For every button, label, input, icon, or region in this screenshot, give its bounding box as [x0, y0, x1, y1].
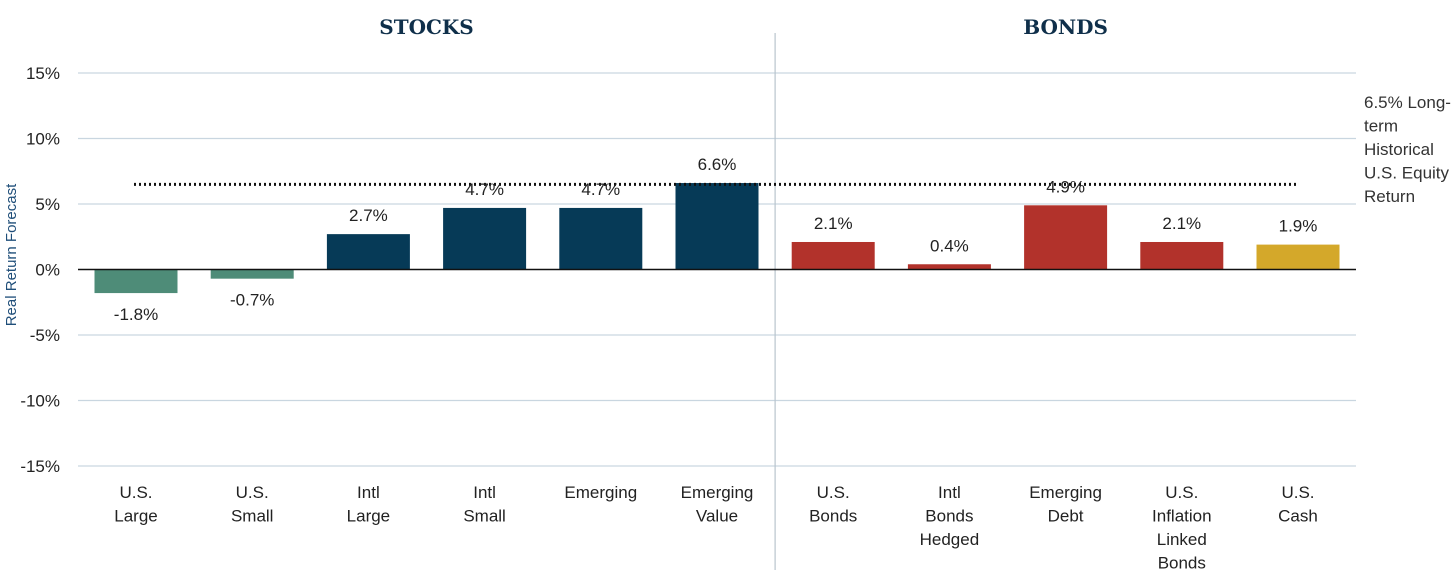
data-label: 0.4%: [930, 236, 969, 255]
category-label-line: Intl: [938, 483, 961, 502]
category-label-line: Bonds: [925, 507, 973, 526]
category-label: Intl Large: [347, 483, 390, 526]
data-label: 4.7%: [465, 180, 504, 199]
category-label-line: Debt: [1048, 507, 1084, 526]
reference-line-label: 6.5% Long-term Historical U.S. Equity Retur…: [1364, 93, 1451, 206]
bar: [1256, 244, 1340, 270]
bar: [559, 207, 643, 270]
bar: [94, 269, 178, 294]
category-label-line: U.S.: [236, 483, 269, 502]
category-label-line: Linked: [1157, 530, 1207, 549]
bar: [907, 264, 991, 270]
category-label: U.S. Inflation Linked Bonds: [1152, 483, 1212, 573]
category-label: Emerging Value: [681, 483, 754, 526]
category-label: Emerging Debt: [1029, 483, 1102, 526]
category-label-line: Large: [114, 507, 157, 526]
group-title: BONDS: [1023, 15, 1108, 39]
data-label: 4.7%: [581, 180, 620, 199]
reference-line-label-line: U.S. Equity: [1364, 164, 1450, 183]
category-label: Intl Bonds Hedged: [920, 483, 980, 549]
bar: [1140, 241, 1224, 270]
y-tick-label: 0%: [35, 261, 60, 280]
labels-layer: 15% 10% 5% 0% -5% -10% -15% STOCKS BONDS -1.8% U.S…: [20, 15, 1451, 573]
category-label-line: Intl: [473, 483, 496, 502]
data-label: 6.6%: [698, 155, 737, 174]
category-label-line: Inflation: [1152, 507, 1212, 526]
bars-layer: [94, 183, 1340, 294]
data-label: 2.1%: [814, 214, 853, 233]
category-label: U.S. Bonds: [809, 483, 857, 526]
category-label: U.S. Small: [231, 483, 274, 526]
category-label-line: Bonds: [809, 507, 857, 526]
reference-line-label-line: 6.5% Long-: [1364, 93, 1451, 112]
y-tick-label: 15%: [26, 64, 60, 83]
data-label: -1.8%: [114, 305, 158, 324]
category-label-line: U.S.: [1165, 483, 1198, 502]
bar: [675, 183, 759, 270]
y-tick-label: -15%: [20, 457, 60, 476]
reference-line-label-line: term: [1364, 117, 1398, 136]
reference-line-label-line: Return: [1364, 187, 1415, 206]
category-label: U.S. Large: [114, 483, 157, 526]
data-label: 1.9%: [1279, 217, 1318, 236]
category-label-line: Hedged: [920, 530, 980, 549]
category-label-line: Bonds: [1158, 554, 1206, 573]
category-label-line: U.S.: [817, 483, 850, 502]
bar: [791, 241, 875, 270]
category-label-line: Large: [347, 507, 390, 526]
bar: [210, 269, 294, 279]
bar: [1024, 205, 1108, 270]
category-label-line: Emerging: [564, 483, 637, 502]
y-tick-label: -10%: [20, 392, 60, 411]
data-label: -0.7%: [230, 291, 274, 310]
category-label-line: U.S.: [119, 483, 152, 502]
category-label-line: Cash: [1278, 507, 1318, 526]
category-label: Intl Small: [463, 483, 506, 526]
category-label-line: Small: [463, 507, 506, 526]
data-label: 2.1%: [1162, 214, 1201, 233]
y-tick-label: -5%: [30, 326, 60, 345]
bar: [326, 234, 410, 270]
category-label-line: Small: [231, 507, 274, 526]
category-label-line: Intl: [357, 483, 380, 502]
bar: [443, 207, 527, 270]
category-label-line: Value: [696, 507, 738, 526]
category-label: U.S. Cash: [1278, 483, 1318, 526]
y-axis-label: Real Return Forecast: [3, 183, 20, 326]
category-label-line: Emerging: [681, 483, 754, 502]
category-label-line: U.S.: [1281, 483, 1314, 502]
group-title: STOCKS: [379, 15, 474, 39]
reference-line-label-line: Historical: [1364, 140, 1434, 159]
data-label: 4.9%: [1046, 177, 1085, 196]
category-label: Emerging: [564, 483, 637, 502]
y-tick-label: 10%: [26, 130, 60, 149]
category-label-line: Emerging: [1029, 483, 1102, 502]
data-label: 2.7%: [349, 206, 388, 225]
y-tick-label: 5%: [35, 195, 60, 214]
